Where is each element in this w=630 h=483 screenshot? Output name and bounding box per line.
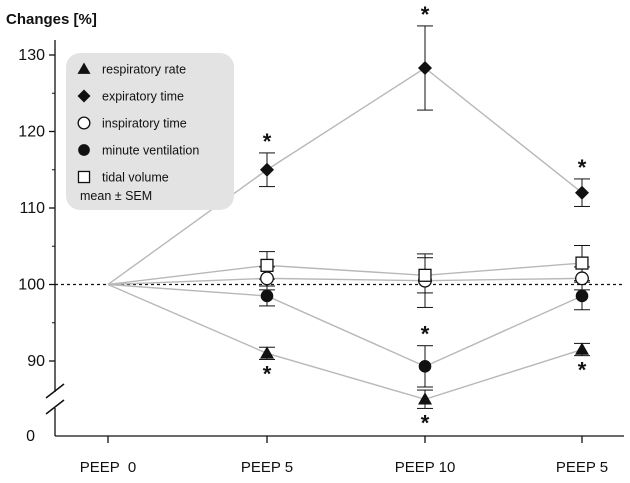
series-markers	[260, 61, 589, 405]
y-tick-label: 90	[27, 353, 45, 370]
x-tick-label: PEEP 5	[241, 459, 293, 476]
data-point	[260, 289, 274, 303]
data-point	[575, 271, 589, 286]
data-point	[260, 346, 274, 359]
data-point	[418, 268, 432, 282]
data-point	[418, 61, 432, 76]
series-line	[107, 262, 583, 286]
y-tick-label: 110	[19, 200, 45, 217]
y-tick-label: 130	[18, 47, 45, 64]
legend-marker	[77, 89, 91, 103]
legend-label: respiratory rate	[102, 63, 186, 77]
y-axis-break-mark	[45, 399, 65, 415]
y-axis-break-mark	[45, 383, 65, 399]
series-line	[107, 277, 583, 286]
legend-marker	[77, 62, 91, 74]
series-line	[107, 283, 583, 400]
legend: respiratory rate expiratory time inspirato…	[66, 53, 234, 210]
data-point	[418, 360, 432, 373]
legend-label: minute ventilation	[102, 144, 199, 158]
data-point	[260, 271, 274, 286]
legend-marker	[77, 116, 91, 130]
significance-star: *	[263, 361, 272, 386]
y-origin-label: 0	[26, 428, 35, 445]
data-point	[575, 256, 589, 270]
y-tick-label: 100	[18, 277, 45, 294]
data-point	[260, 258, 274, 272]
significance-star: *	[421, 410, 430, 435]
series-line	[107, 283, 583, 368]
legend-box	[66, 53, 234, 210]
x-tick-label: PEEP 5	[556, 459, 608, 476]
data-point	[418, 392, 432, 405]
legend-marker	[78, 144, 90, 156]
significance-star: *	[263, 129, 272, 154]
legend-marker	[77, 170, 91, 184]
axes: 90 100 110 120 130 0 PEEP 0 PEEP 5 PEEP 10 PEEP 5	[18, 40, 624, 476]
x-tick-label: PEEP 0	[80, 459, 136, 476]
legend-label: expiratory time	[102, 90, 184, 104]
significance-star: *	[421, 2, 430, 27]
x-tick-label: PEEP 10	[395, 459, 456, 476]
data-point	[575, 289, 589, 303]
data-point	[575, 342, 589, 355]
y-tick-label: 120	[18, 124, 45, 141]
series-line	[107, 67, 583, 286]
y-axis-title: Changes [%]	[6, 11, 97, 28]
series-lines	[107, 67, 583, 400]
significance-star: *	[421, 322, 430, 347]
significance-star: *	[578, 155, 587, 180]
legend-note: mean ± SEM	[80, 189, 152, 203]
error-bars	[259, 25, 590, 409]
significance-stars: * * * * * * *	[263, 2, 587, 435]
legend-label: tidal volume	[102, 171, 169, 185]
legend-label: inspiratory time	[102, 117, 187, 131]
data-point	[575, 185, 589, 200]
data-point	[260, 162, 274, 177]
significance-star: *	[578, 358, 587, 383]
